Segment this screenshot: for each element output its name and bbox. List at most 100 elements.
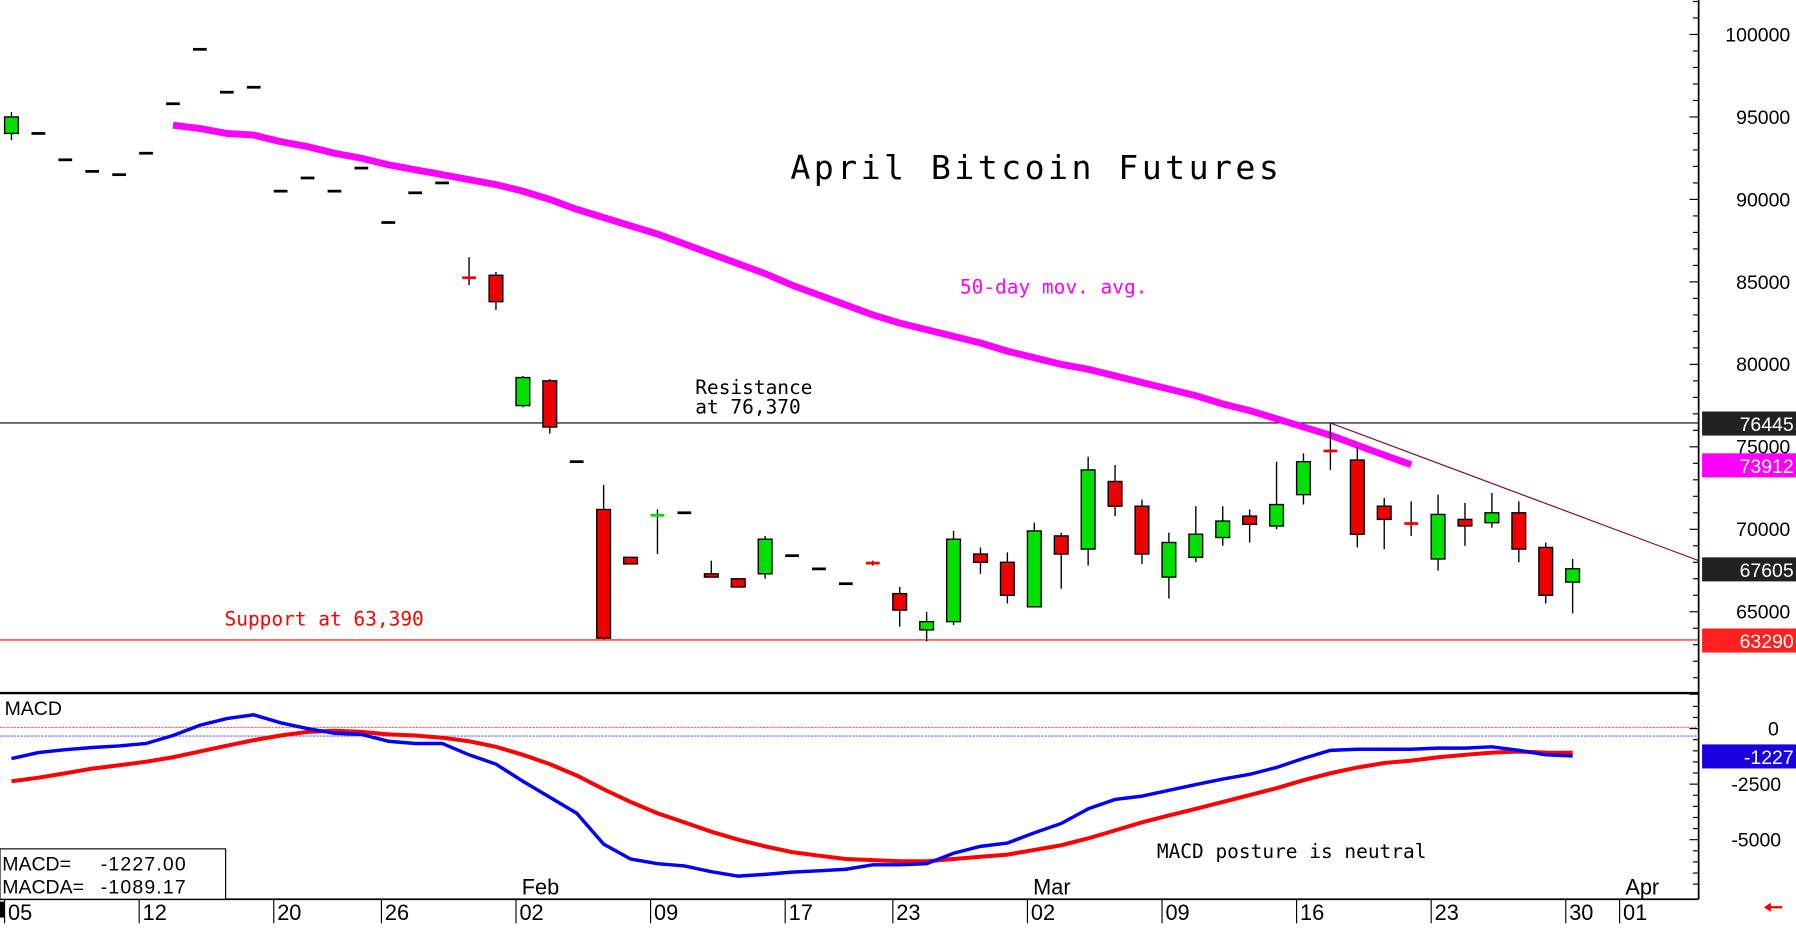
candle [945,530,962,625]
price-tick-label: 65000 [1736,602,1790,624]
price-tick-label: 75000 [1736,437,1790,459]
last-price-tag-text: 67605 [1740,560,1794,582]
candle [892,587,908,627]
candle [1323,422,1338,470]
price-tick-label: 70000 [1736,519,1790,541]
scroll-handle[interactable] [0,901,5,918]
candle-body [408,191,423,195]
candle-body [622,556,639,565]
support-tag-text: 63290 [1740,631,1794,653]
candle-body [596,508,612,639]
candle [1565,558,1581,614]
candle-body [381,221,396,224]
candle-body [435,181,449,185]
candle-body [919,620,935,631]
candle-body [462,276,476,280]
candle [1188,506,1204,563]
candle [812,567,826,571]
candle-body [300,176,315,180]
candle [865,560,880,566]
macda-readout-label: MACDA= [2,877,84,899]
candle-body [1323,449,1338,453]
candle [354,166,369,170]
macd-readout-label: MACD= [2,854,71,876]
candle-body [839,582,853,586]
macd-panel-label: MACD [5,698,62,720]
price-tick-label: 80000 [1736,354,1790,376]
candle-body [945,538,962,623]
candle [677,511,692,515]
date-tick-label: 12 [143,900,167,925]
resistance-tag [1702,411,1796,436]
candle [1430,494,1446,571]
candle [1457,502,1473,546]
candle [58,158,73,162]
candle [112,173,126,177]
ma-value-tag-text: 73912 [1740,456,1794,478]
date-tick-label: 16 [1300,900,1324,925]
date-tick-label: 23 [896,900,920,925]
candle [31,132,46,135]
candle-body [892,592,908,611]
candle [3,111,20,141]
candle-body [757,538,773,575]
ma-value-tag [1702,453,1796,478]
chart-title: April Bitcoin Futures [790,148,1282,187]
candle [785,554,799,558]
candle [1404,501,1419,536]
candle [246,85,261,89]
candle [85,169,100,173]
candle-body [1565,568,1581,583]
macd-value-tag-text: -1227 [1744,747,1794,769]
candle-body [85,169,100,173]
candle [515,375,531,408]
macd-line [11,713,1573,878]
candle-body [542,380,558,428]
candle [1161,532,1177,599]
candle-body [703,573,719,578]
candle-body [1268,503,1285,527]
candle-body [1161,541,1177,578]
candle-body [1430,513,1446,560]
macd-tick-label: 0 [1768,718,1779,740]
candle [219,90,234,94]
date-tick-label: 05 [8,900,32,925]
date-tick-label: 09 [654,900,678,925]
support-label: Support at 63,390 [225,608,424,631]
moving-average-line [172,121,1413,468]
candle-body [812,567,826,571]
candle [1215,506,1231,546]
candle [596,484,612,640]
candle-body [166,102,180,106]
date-tick-label: 02 [519,900,543,925]
candle-body [246,85,261,89]
candle-body [1484,512,1500,524]
candle [1268,461,1285,530]
candle [1349,446,1365,548]
candle [139,151,153,155]
candle [462,257,476,286]
candle-body [58,158,73,162]
scroll-right-arrow-icon[interactable] [1763,902,1783,912]
candle [1511,501,1527,563]
candle-body [1511,512,1527,550]
trendline [1330,422,1699,562]
candle [408,191,423,195]
macd-readout: MACD= -1227.00 MACDA= -1089.17 [0,848,227,900]
candle-body [1080,469,1096,550]
candle-body [219,90,234,94]
candle-body [730,578,746,588]
candle-body [273,189,288,193]
macd-readout-value: -1227.00 [101,854,187,876]
candle-body [650,513,665,517]
date-tick-label: 30 [1569,900,1593,925]
price-tick-label: 90000 [1736,189,1790,211]
candle [488,271,504,310]
candle [703,560,719,578]
candle-body [1215,520,1231,539]
candle-body [139,151,153,155]
candle-body [972,553,989,563]
candle [300,176,315,180]
macd-annotation: MACD posture is neutral [1157,840,1427,863]
candle-body [999,561,1015,596]
